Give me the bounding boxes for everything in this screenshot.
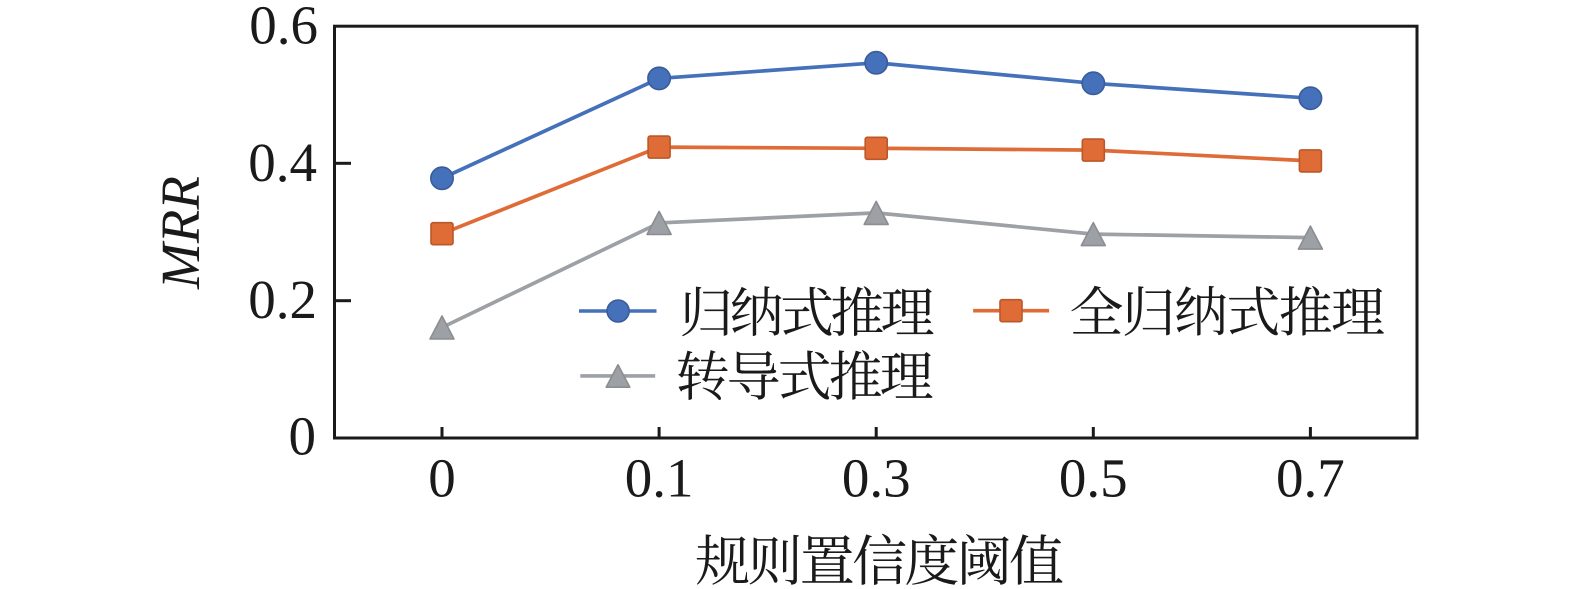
svg-text:0.1: 0.1 xyxy=(625,448,694,509)
svg-text:0.7: 0.7 xyxy=(1276,448,1345,509)
svg-text:0.2: 0.2 xyxy=(248,269,317,330)
svg-text:0: 0 xyxy=(428,448,456,509)
svg-text:0.4: 0.4 xyxy=(248,132,317,193)
svg-text:0.5: 0.5 xyxy=(1059,448,1128,509)
svg-text:0.6: 0.6 xyxy=(249,0,318,56)
svg-text:0.3: 0.3 xyxy=(842,448,911,509)
svg-text:MRR: MRR xyxy=(150,176,211,290)
svg-text:0: 0 xyxy=(289,406,317,467)
